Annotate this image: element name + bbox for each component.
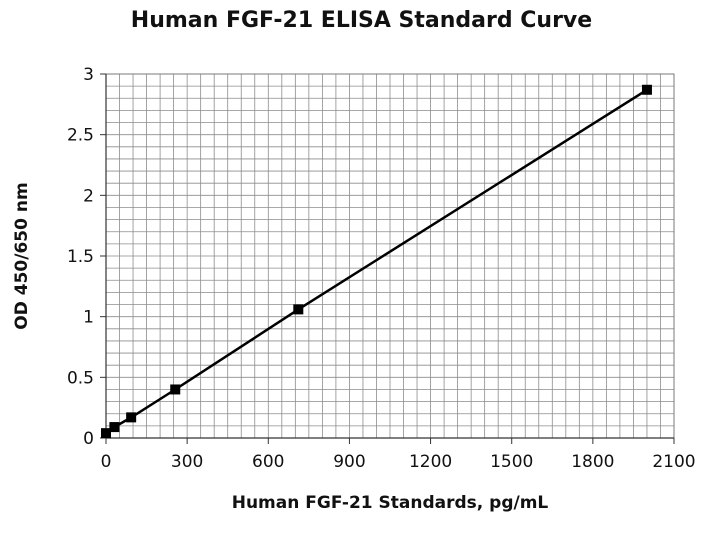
y-tick-label: 2 — [83, 186, 94, 206]
y-tick-label: 3 — [83, 65, 94, 85]
x-axis-label: Human FGF-21 Standards, pg/mL — [231, 493, 549, 513]
data-point-marker — [126, 412, 137, 423]
y-tick-label: 0.5 — [67, 368, 94, 388]
x-tick-label: 1200 — [409, 452, 452, 472]
x-tick-label: 2100 — [652, 452, 695, 472]
x-tick-label: 900 — [333, 452, 365, 472]
x-tick-label: 300 — [171, 452, 203, 472]
x-tick-label: 0 — [101, 452, 112, 472]
data-point-marker — [170, 384, 181, 395]
x-tick-label: 1500 — [490, 452, 533, 472]
x-tick-label: 1800 — [571, 452, 614, 472]
data-point-marker — [293, 304, 304, 315]
y-tick-label: 1 — [83, 308, 94, 328]
y-tick-label: 2.5 — [67, 126, 94, 146]
x-tick-label: 600 — [252, 452, 284, 472]
data-point-marker — [641, 84, 652, 95]
y-tick-label: 1.5 — [67, 247, 94, 267]
data-point-marker — [101, 428, 111, 439]
chart-title: Human FGF-21 ELISA Standard Curve — [130, 8, 593, 33]
data-point-marker — [109, 422, 120, 433]
y-tick-label: 0 — [83, 429, 94, 449]
